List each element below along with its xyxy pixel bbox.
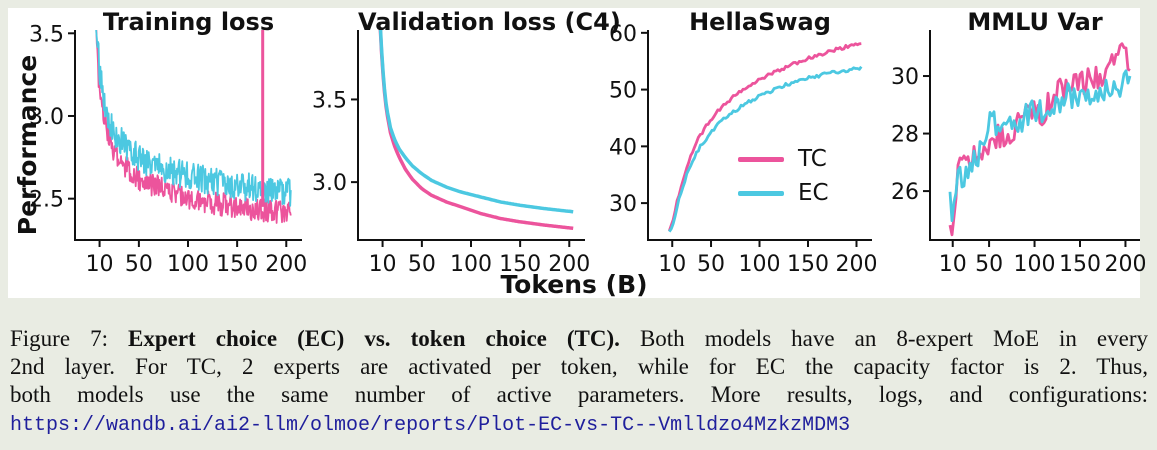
subplot-mmlu-var: MMLU Var 26 28 30 10 50 100 150 200: [872, 8, 1150, 280]
svg-text:10: 10: [939, 252, 967, 277]
legend-swatch-tc-line: [738, 156, 784, 162]
svg-text:60: 60: [609, 22, 637, 47]
caption-figure-number: Figure 7:: [10, 326, 128, 351]
svg-text:150: 150: [787, 252, 829, 277]
svg-text:10: 10: [369, 252, 397, 277]
svg-text:3.5: 3.5: [312, 88, 347, 113]
svg-text:30: 30: [891, 65, 919, 90]
legend-item-tc: TC: [738, 142, 829, 176]
svg-text:100: 100: [1014, 252, 1056, 277]
svg-text:3.5: 3.5: [29, 22, 64, 47]
svg-text:50: 50: [697, 252, 725, 277]
svg-text:30: 30: [609, 192, 637, 217]
svg-text:3.0: 3.0: [29, 105, 64, 130]
svg-text:100: 100: [450, 252, 492, 277]
svg-text:100: 100: [167, 252, 209, 277]
legend: TC EC: [738, 142, 829, 210]
svg-text:40: 40: [609, 135, 637, 160]
svg-text:26: 26: [891, 180, 919, 205]
figure-caption: Figure 7: Expert choice (EC) vs. token c…: [10, 325, 1148, 440]
svg-text:50: 50: [408, 252, 436, 277]
svg-text:50: 50: [975, 252, 1003, 277]
svg-text:2.5: 2.5: [29, 188, 64, 213]
caption-line-1: Figure 7: Expert choice (EC) vs. token c…: [10, 325, 1148, 353]
caption-bold-title: Expert choice (EC) vs. token choice (TC)…: [128, 326, 620, 351]
legend-item-ec: EC: [738, 176, 829, 210]
subplot-title: HellaSwag: [689, 8, 831, 36]
subplot-training-loss: Training loss 2.5 3.0 3.5 10 50 100 150 200: [17, 8, 312, 280]
plot-canvas-hellaswag: 30 40 50 60 10 50 100 150 200: [609, 22, 877, 277]
svg-text:150: 150: [216, 252, 258, 277]
plot-canvas-training-loss: 2.5 3.0 3.5 10 50 100 150 200: [29, 22, 307, 277]
svg-text:3.0: 3.0: [312, 171, 347, 196]
caption-line-1-rest: Both models have an 8-expert MoE in ever…: [619, 326, 1149, 351]
svg-text:150: 150: [1059, 252, 1101, 277]
subplot-title: MMLU Var: [967, 8, 1103, 36]
caption-line-2: 2nd layer. For TC, 2 experts are activat…: [10, 354, 1148, 379]
svg-text:200: 200: [1104, 252, 1146, 277]
subplot-title: Training loss: [102, 8, 275, 36]
svg-text:10: 10: [86, 252, 114, 277]
svg-text:200: 200: [265, 252, 307, 277]
plot-canvas-validation-loss: 3.0 3.5 10 50 100 150 200: [312, 30, 590, 277]
subplot-hellaswag: HellaSwag 30 40 50 60 10 50 100 150 200 TC EC: [590, 8, 882, 280]
svg-text:10: 10: [658, 252, 686, 277]
svg-text:100: 100: [739, 252, 781, 277]
svg-text:50: 50: [609, 79, 637, 104]
svg-text:200: 200: [835, 252, 877, 277]
svg-text:50: 50: [125, 252, 153, 277]
caption-line-4: https://wandb.ai/ai2-llm/olmoe/reports/P…: [10, 409, 1148, 440]
subplot-title: Validation loss (C4): [358, 8, 621, 36]
caption-line-3: both models use the same number of activ…: [10, 382, 1148, 407]
plot-canvas-mmlu-var: 26 28 30 10 50 100 150 200: [891, 30, 1146, 277]
svg-text:28: 28: [891, 123, 919, 148]
svg-text:200: 200: [548, 252, 590, 277]
svg-text:150: 150: [499, 252, 541, 277]
legend-label-ec: EC: [798, 180, 829, 206]
figure-panel: Performance Training loss 2.5 3.0 3.5 10 50 1…: [8, 8, 1146, 299]
legend-swatch-ec-line: [738, 190, 784, 196]
legend-label-tc: TC: [798, 146, 827, 172]
x-axis-label: Tokens (B): [500, 270, 648, 299]
wandb-report-link[interactable]: https://wandb.ai/ai2-llm/olmoe/reports/P…: [10, 414, 851, 437]
subplot-validation-loss: Validation loss (C4) 3.0 3.5 10 50 100 150 200: [300, 8, 621, 280]
